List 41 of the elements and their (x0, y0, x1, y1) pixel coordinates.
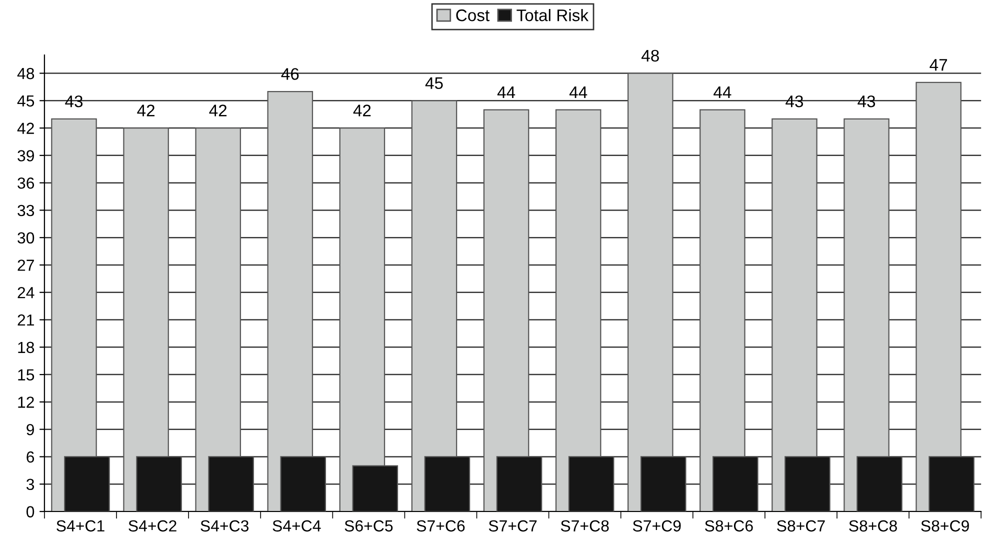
legend-label: Cost (456, 9, 490, 22)
x-tick-label: S6+C5 (344, 520, 393, 532)
x-tick-label: S8+C7 (777, 520, 825, 532)
data-label: 48 (642, 50, 659, 62)
y-tick-label: 24 (18, 287, 34, 298)
data-label: 47 (930, 59, 948, 71)
y-tick-label: 33 (18, 204, 34, 216)
y-tick-label: 0 (26, 506, 34, 518)
x-tick-label: S4+C2 (128, 520, 176, 532)
y-tick-label: 39 (18, 150, 34, 162)
x-tick-label: S7+C6 (416, 520, 465, 532)
data-label: 44 (569, 86, 588, 98)
y-tick-label: 48 (17, 68, 34, 80)
x-tick-label: S7+C7 (488, 520, 537, 532)
y-tick-label: 9 (26, 424, 34, 436)
x-tick-label: S7+C8 (560, 520, 609, 532)
data-label: 44 (497, 86, 516, 98)
y-tick-label: 27 (18, 260, 34, 271)
data-label: 42 (209, 104, 227, 116)
y-tick-label: 30 (18, 232, 34, 244)
legend-label: Total Risk (516, 8, 589, 22)
y-tick-label: 42 (17, 122, 34, 134)
y-tick-label: 21 (18, 314, 34, 326)
x-tick-label: S8+C9 (921, 520, 969, 532)
y-tick-label: 45 (17, 95, 34, 107)
y-tick-label: 15 (18, 369, 34, 380)
data-label: 42 (137, 104, 154, 116)
y-tick-label: 18 (18, 342, 34, 354)
y-tick-label: 6 (26, 451, 34, 463)
y-tick-label: 3 (26, 478, 34, 490)
y-tick-label: 36 (18, 177, 34, 189)
x-tick-label: S4+C4 (272, 520, 321, 532)
data-label: 42 (353, 104, 371, 116)
y-tick-label: 12 (18, 396, 34, 408)
x-tick-label: S8+C6 (705, 520, 753, 532)
data-label: 45 (425, 77, 443, 90)
x-tick-label: S4+C3 (200, 520, 249, 532)
x-tick-label: S7+C9 (632, 520, 681, 532)
x-tick-label: S4+C1 (56, 520, 104, 532)
x-tick-label: S8+C8 (849, 520, 897, 532)
data-label: 44 (714, 86, 732, 98)
